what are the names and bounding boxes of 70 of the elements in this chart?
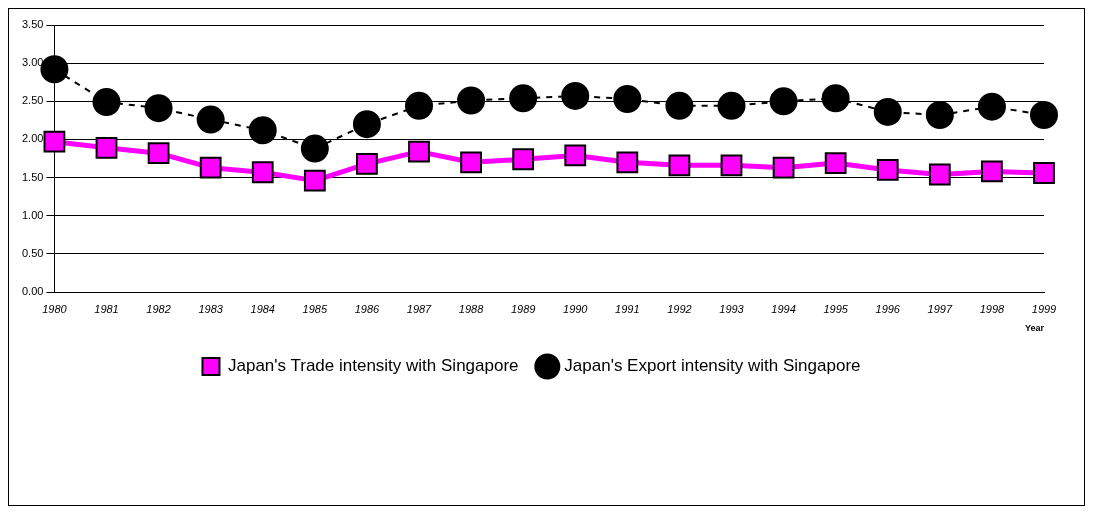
y-tick-label: 0.00 [21, 285, 44, 298]
point [613, 85, 642, 113]
point [457, 86, 486, 115]
point [616, 151, 639, 174]
x-tick-label: 1996 [875, 302, 901, 315]
x-tick-label: 1984 [250, 302, 275, 315]
x-tick-label: 1999 [1031, 302, 1057, 315]
y-tick-label: 2.50 [21, 94, 44, 107]
point [925, 101, 954, 130]
point [251, 161, 274, 184]
y-tick-label: 0.50 [21, 246, 44, 259]
y-tick-label: 2.00 [21, 132, 44, 145]
point [196, 105, 225, 134]
point [981, 160, 1003, 183]
point [977, 92, 1006, 121]
x-tick-label: 1998 [979, 302, 1006, 315]
point [668, 154, 691, 177]
x-tick-label: 1995 [823, 302, 849, 315]
y-tick-label: 1.50 [21, 170, 44, 183]
x-tick-label: 1991 [615, 302, 640, 315]
point [300, 134, 329, 163]
point [665, 91, 694, 120]
point [1033, 162, 1055, 184]
x-tick-label: 1981 [94, 302, 119, 315]
x-axis-title: Year [1024, 323, 1045, 334]
x-tick-label: 1983 [198, 302, 224, 315]
point [199, 156, 222, 179]
point [821, 84, 850, 113]
point [1030, 101, 1058, 130]
legend-label: Japan's Export intensity with Singapore [564, 356, 861, 376]
y-tick-label: 3.50 [21, 18, 44, 31]
x-tick-label: 1980 [42, 302, 68, 315]
x-tick-label: 1997 [927, 302, 953, 315]
point [873, 97, 902, 126]
point [512, 148, 535, 171]
point [769, 87, 798, 116]
point [928, 163, 951, 186]
x-tick-label: 1986 [354, 302, 381, 315]
point [772, 156, 795, 179]
point [564, 144, 587, 167]
x-tick-label: 1985 [302, 302, 328, 315]
x-tick-label: 1982 [146, 302, 171, 315]
y-tick-label: 3.00 [21, 56, 44, 69]
x-tick-label: 1988 [458, 302, 485, 315]
point [876, 159, 899, 181]
legend-label: Japan's Trade intensity with Singapore [227, 356, 519, 376]
x-tick-label: 1992 [667, 302, 692, 315]
point [408, 140, 430, 163]
x-tick-label: 1989 [510, 302, 536, 315]
point [95, 136, 118, 159]
point [92, 88, 121, 117]
point [43, 130, 66, 153]
point [352, 110, 381, 139]
point [720, 154, 743, 177]
point [561, 81, 590, 110]
x-tick-label: 1987 [406, 302, 433, 315]
point [824, 152, 847, 174]
x-tick-label: 1993 [719, 302, 745, 315]
point [405, 91, 433, 120]
y-tick-label: 1.00 [21, 208, 44, 221]
point [717, 91, 746, 120]
point [509, 84, 538, 113]
point [356, 152, 378, 175]
point [147, 142, 170, 165]
point [460, 151, 482, 174]
x-tick-label: 1994 [771, 302, 796, 315]
point [248, 116, 277, 145]
point [144, 94, 173, 123]
point [303, 169, 326, 192]
x-tick-label: 1990 [563, 302, 589, 315]
